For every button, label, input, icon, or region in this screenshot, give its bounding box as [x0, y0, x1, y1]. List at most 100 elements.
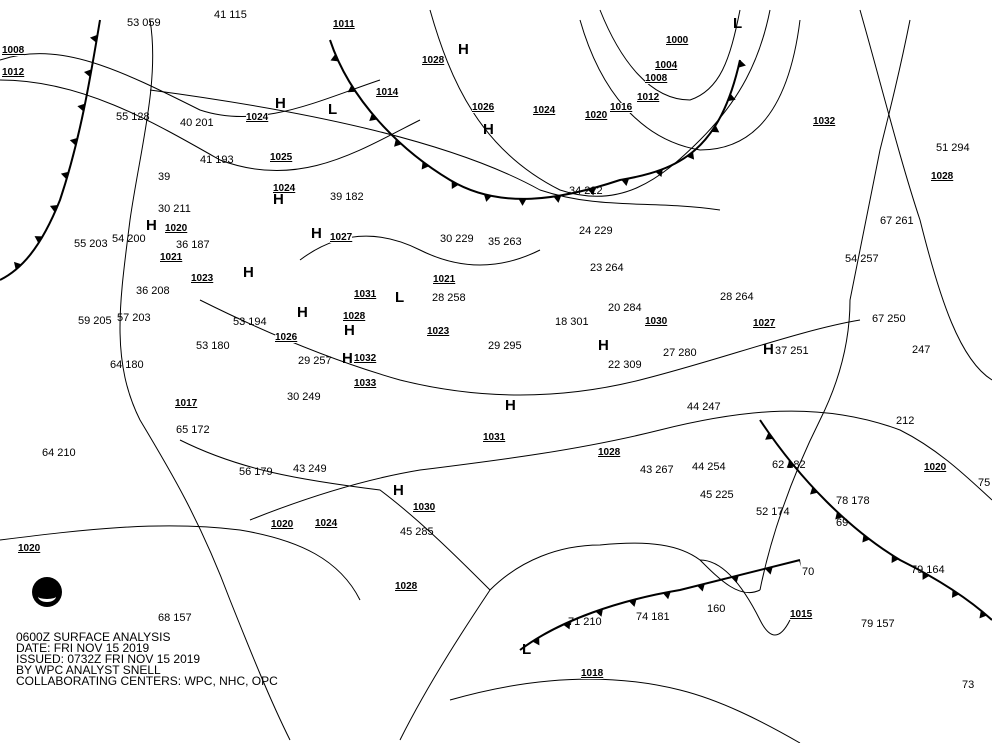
station-plot: 29 295	[488, 340, 522, 352]
station-plot: 74 181	[636, 611, 670, 623]
isobar-label: 1027	[330, 232, 353, 243]
high-pressure-center: H	[393, 482, 404, 499]
isobar	[0, 79, 421, 172]
isobar-label: 1027	[753, 318, 776, 329]
front-symbol	[83, 69, 92, 78]
cold-front	[329, 39, 741, 200]
station-plot: 71 210	[568, 616, 602, 628]
isobar-label: 1018	[581, 668, 604, 679]
station-plot: 45 285	[400, 526, 434, 538]
front-symbol	[60, 171, 69, 180]
station-plot: 51 294	[936, 142, 970, 154]
station-plot: 65 172	[176, 424, 210, 436]
florida	[699, 559, 791, 636]
isobar-label: 1004	[655, 60, 678, 71]
isobar-label: 1030	[413, 502, 436, 513]
station-plot: 40 201	[180, 117, 214, 129]
front-symbol	[628, 599, 637, 607]
high-pressure-center: H	[273, 191, 284, 208]
isobar-label: 1012	[637, 92, 660, 103]
isobar-label: 1028	[395, 581, 418, 592]
front-symbol	[394, 138, 402, 147]
station-plot: 43 267	[640, 464, 674, 476]
caption-issued: ISSUED: 0732Z FRI NOV 15 2019	[16, 652, 201, 666]
station-plot: 54 257	[845, 253, 879, 265]
station-plot: 34 222	[569, 185, 603, 197]
isobar	[599, 9, 741, 101]
station-plot: 247	[912, 344, 931, 356]
front-symbol	[69, 137, 78, 146]
front-symbol	[34, 236, 43, 244]
isobar-label: 1020	[585, 110, 608, 121]
isobar	[859, 9, 992, 381]
caption-date: DATE: FRI NOV 15 2019	[16, 641, 150, 655]
front-symbol	[731, 575, 739, 584]
station-plot: 73	[962, 679, 975, 691]
isobar-label: 1026	[472, 102, 495, 113]
high-pressure-center: H	[342, 350, 353, 367]
isobar-label: 1028	[598, 447, 621, 458]
station-plot: 59 205	[78, 315, 112, 327]
isobar-label: 1014	[376, 87, 399, 98]
station-plot: 39	[158, 171, 171, 183]
station-plot: 64 180	[110, 359, 144, 371]
station-plot: 24 229	[579, 225, 613, 237]
front-symbol	[421, 161, 430, 170]
front-symbol	[765, 432, 774, 440]
isobar-label: 1012	[2, 67, 25, 78]
isobar-label: 1026	[275, 332, 298, 343]
isobar-label: 1024	[315, 518, 338, 529]
front-symbol	[13, 261, 22, 270]
station-plot: 56 179	[239, 466, 273, 478]
front-symbol	[798, 560, 802, 567]
front-symbol	[89, 34, 98, 43]
high-pressure-center: H	[243, 264, 254, 281]
station-plot: 37 251	[775, 345, 809, 357]
front-symbol	[451, 180, 459, 190]
high-pressure-center: H	[598, 337, 609, 354]
station-plot: 67 261	[880, 215, 914, 227]
station-plot: 29 257	[298, 355, 332, 367]
isobar-label: 1021	[433, 274, 456, 285]
station-plot: 212	[896, 415, 915, 427]
high-pressure-center: H	[146, 217, 157, 234]
isobar-label: 1008	[645, 73, 668, 84]
station-plot: 27 280	[663, 347, 697, 359]
border-canada	[149, 89, 721, 211]
isobar-label: 1021	[160, 252, 183, 263]
isobar-label: 1028	[931, 171, 954, 182]
high-pressure-center: H	[297, 304, 308, 321]
station-plot: 20 284	[608, 302, 642, 314]
caption-title: 0600Z SURFACE ANALYSIS	[16, 630, 171, 644]
station-plot: 78 178	[836, 495, 870, 507]
low-pressure-center: L	[733, 15, 743, 32]
front-symbol	[810, 486, 818, 495]
station-plot: 67 250	[872, 313, 906, 325]
front-symbol	[862, 534, 870, 543]
station-plot: 30 229	[440, 233, 474, 245]
isobar-label: 1028	[422, 55, 445, 66]
station-plot: 53 180	[196, 340, 230, 352]
isobar-label: 1020	[924, 462, 947, 473]
caption-analyst: BY WPC ANALYST SNELL	[16, 663, 161, 677]
high-pressure-center: H	[275, 95, 286, 112]
low-pressure-center: L	[328, 101, 338, 118]
station-plot: 39 182	[330, 191, 364, 203]
station-plot: 18 301	[555, 316, 589, 328]
front-symbol	[655, 169, 663, 178]
border-mexico	[179, 439, 491, 591]
station-plot: 44 247	[687, 401, 721, 413]
station-plot: 53 194	[233, 316, 267, 328]
isobar-label: 1032	[354, 353, 377, 364]
station-plot: 41 115	[214, 9, 247, 21]
front-symbol	[532, 637, 540, 646]
front-symbol	[922, 571, 930, 580]
low-pressure-center: L	[395, 289, 405, 306]
high-pressure-center: H	[763, 341, 774, 358]
front-symbol	[518, 198, 527, 206]
front-symbol	[711, 125, 720, 133]
station-plot: 23 264	[590, 262, 624, 274]
low-pressure-center: L	[522, 641, 532, 658]
isobar-label: 1016	[610, 102, 633, 113]
